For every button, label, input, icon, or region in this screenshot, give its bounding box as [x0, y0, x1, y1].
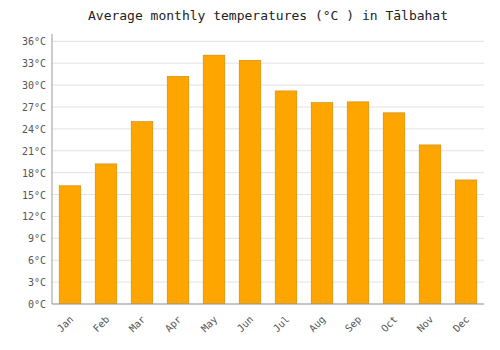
bar [239, 60, 261, 304]
x-tick-label: Sep [343, 314, 364, 335]
x-axis-line [52, 304, 484, 305]
x-tick-label: Apr [163, 314, 184, 335]
x-tick-label: Aug [307, 314, 328, 335]
y-axis-line [52, 34, 53, 304]
bar [347, 102, 369, 304]
bar [455, 180, 477, 304]
y-tick-label: 33°C [22, 58, 46, 69]
bar [419, 145, 441, 304]
y-tick-label: 18°C [22, 168, 46, 179]
grid-line [52, 41, 484, 42]
grid-line [52, 85, 484, 86]
x-tick-label: Nov [415, 314, 436, 335]
bar [131, 122, 153, 304]
y-tick-label: 27°C [22, 102, 46, 113]
x-tick-label: Jun [235, 314, 256, 335]
x-tick-label: Jan [55, 314, 76, 335]
y-tick-label: 12°C [22, 211, 46, 222]
bar [167, 76, 189, 304]
grid-line [52, 63, 484, 64]
grid-line [52, 304, 484, 305]
grid-line [52, 128, 484, 129]
bar [95, 164, 117, 304]
bar [311, 103, 333, 304]
bar [59, 186, 81, 304]
title: Average monthly temperatures (°C ) in Tā… [88, 8, 448, 23]
y-tick-label: 21°C [22, 146, 46, 157]
x-tick-label: Mar [127, 314, 148, 335]
x-tick-label: Oct [379, 314, 400, 335]
bar [203, 55, 225, 304]
bar [275, 91, 297, 304]
y-tick-label: 15°C [22, 190, 46, 201]
x-tick-label: Dec [451, 314, 472, 335]
y-tick-label: 30°C [22, 80, 46, 91]
y-tick-label: 9°C [28, 233, 46, 244]
x-tick-label: Jul [271, 314, 292, 335]
y-axis: 0°C 3°C 6°C 9°C 12°C 15°C 18°C 21°C 24°C 27°C 30°C… [22, 36, 484, 310]
y-tick-label: 0°C [28, 299, 46, 310]
grid-line [52, 106, 484, 107]
x-tick-label: Feb [91, 314, 112, 335]
y-tick-label: 36°C [22, 36, 46, 47]
chart-container: Average monthly temperatures (°C ) in Tā… [0, 0, 500, 350]
bars [59, 55, 477, 304]
chart: Average monthly temperatures (°C ) in Tā… [0, 0, 500, 350]
y-tick-label: 3°C [28, 277, 46, 288]
x-axis: Jan Feb Mar Apr May Jun Jul Aug Sep Oct Nov Dec [55, 314, 472, 335]
x-tick-label: May [199, 314, 220, 335]
bar [383, 113, 405, 304]
y-tick-label: 24°C [22, 124, 46, 135]
y-tick-label: 6°C [28, 255, 46, 266]
